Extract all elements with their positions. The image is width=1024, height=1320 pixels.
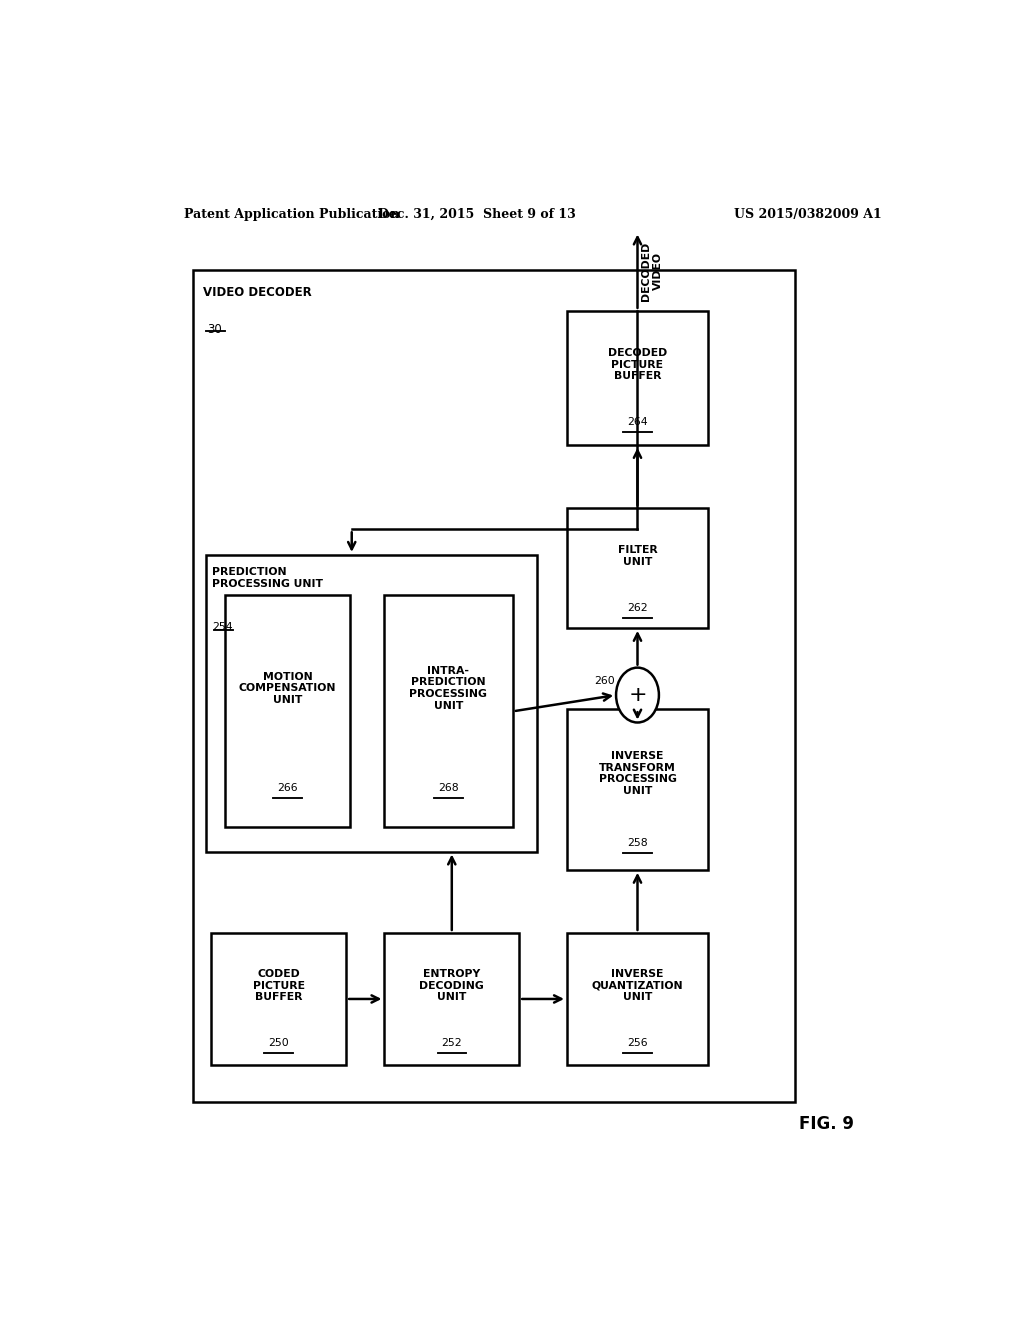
Text: Dec. 31, 2015  Sheet 9 of 13: Dec. 31, 2015 Sheet 9 of 13	[378, 207, 577, 220]
Text: 266: 266	[278, 783, 298, 793]
Bar	[567, 709, 709, 870]
Text: 252: 252	[441, 1038, 462, 1048]
Bar	[384, 933, 519, 1065]
Text: 254: 254	[212, 622, 232, 632]
Text: US 2015/0382009 A1: US 2015/0382009 A1	[734, 207, 882, 220]
Text: INVERSE
QUANTIZATION
UNIT: INVERSE QUANTIZATION UNIT	[592, 969, 683, 1002]
Text: INVERSE
TRANSFORM
PROCESSING
UNIT: INVERSE TRANSFORM PROCESSING UNIT	[599, 751, 677, 796]
Text: DECODED
PICTURE
BUFFER: DECODED PICTURE BUFFER	[608, 348, 667, 381]
Text: ENTROPY
DECODING
UNIT: ENTROPY DECODING UNIT	[420, 969, 484, 1002]
Bar	[194, 271, 795, 1102]
Text: CODED
PICTURE
BUFFER: CODED PICTURE BUFFER	[253, 969, 305, 1002]
Bar	[567, 508, 709, 628]
Circle shape	[616, 668, 658, 722]
Text: MOTION
COMPENSATION
UNIT: MOTION COMPENSATION UNIT	[239, 672, 336, 705]
Text: 250: 250	[268, 1038, 289, 1048]
Text: DECODED
VIDEO: DECODED VIDEO	[641, 242, 663, 301]
Text: 268: 268	[438, 783, 459, 793]
Text: 260: 260	[594, 676, 614, 686]
Text: INTRA-
PREDICTION
PROCESSING
UNIT: INTRA- PREDICTION PROCESSING UNIT	[410, 665, 487, 710]
Bar	[206, 554, 538, 851]
Text: 256: 256	[627, 1038, 648, 1048]
Bar	[567, 933, 709, 1065]
Bar	[567, 312, 709, 445]
Bar	[211, 933, 346, 1065]
Text: FILTER
UNIT: FILTER UNIT	[617, 545, 657, 566]
Text: 30: 30	[207, 323, 222, 337]
Text: FIG. 9: FIG. 9	[799, 1115, 854, 1133]
Text: 264: 264	[627, 417, 648, 428]
Bar	[384, 595, 513, 828]
Text: VIDEO DECODER: VIDEO DECODER	[203, 286, 311, 300]
Text: PREDICTION
PROCESSING UNIT: PREDICTION PROCESSING UNIT	[212, 568, 324, 589]
Text: 262: 262	[627, 603, 648, 612]
Text: 258: 258	[627, 838, 648, 847]
Bar	[225, 595, 350, 828]
Text: Patent Application Publication: Patent Application Publication	[183, 207, 399, 220]
Text: +: +	[628, 685, 647, 705]
